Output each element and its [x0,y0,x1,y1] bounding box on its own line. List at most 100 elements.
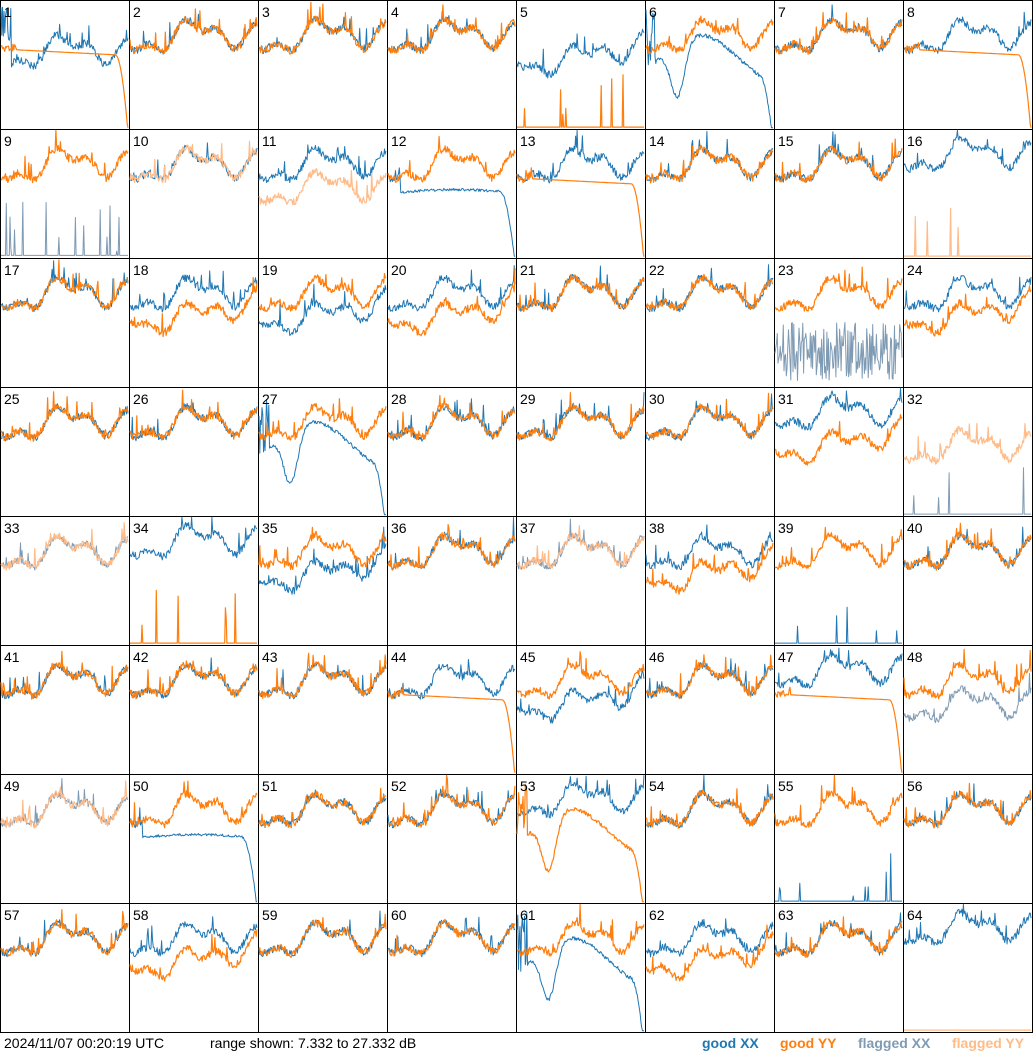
panel-frame [774,0,904,130]
panel-frame [258,774,388,904]
series-yy [516,783,644,903]
panel-2: 2 [129,0,259,130]
range-text: range shown: 7.332 to 27.332 dB [210,1035,417,1051]
series-yy [0,650,129,699]
panel-9: 9 [0,129,130,259]
series-xx [129,916,258,957]
series-xx [775,853,902,902]
panel-frame [129,387,259,517]
panel-label: 56 [907,778,923,794]
series-yy [645,392,774,441]
panel-label: 4 [391,4,399,20]
panel-36: 36 [387,516,517,646]
series-xx [516,28,645,79]
panel-label: 25 [4,391,20,407]
series-yy [774,414,903,466]
panel-frame [387,516,517,646]
panel-51: 51 [258,774,388,904]
panel-label: 52 [391,778,407,794]
series-xx [774,322,903,381]
panel-label: 55 [778,778,794,794]
panel-37: 37 [516,516,646,646]
panel-42: 42 [129,645,259,775]
panel-frame [129,516,259,646]
series-xx [516,911,644,1032]
panel-label: 30 [649,391,665,407]
panel-label: 5 [520,4,528,20]
panel-4: 4 [387,0,517,130]
panel-label: 7 [778,4,786,20]
series-yy [258,168,387,206]
panel-label: 33 [4,520,20,536]
series-yy [0,522,129,571]
series-xx [129,807,257,903]
panel-label: 53 [520,778,536,794]
panel-label: 35 [262,520,278,536]
panel-frame [645,645,775,775]
series-yy [258,652,387,699]
series-yy [0,780,129,829]
panel-29: 29 [516,387,646,517]
panel-label: 42 [133,649,149,665]
panel-15: 15 [774,129,904,259]
panel-label: 23 [778,262,794,278]
series-xx [258,398,386,516]
panel-label: 44 [391,649,407,665]
panel-frame [0,0,130,130]
panel-10: 10 [129,129,259,259]
panel-26: 26 [129,387,259,517]
series-yy [0,909,129,958]
panel-label: 20 [391,262,407,278]
panel-frame [0,645,130,775]
panel-frame [129,0,259,130]
panel-18: 18 [129,258,259,388]
panel-frame [387,387,517,517]
series-xx [387,167,516,258]
series-xx [645,918,774,958]
panel-44: 44 [387,645,517,775]
panel-61: 61 [516,903,646,1033]
series-yy [0,259,129,312]
series-yy [129,929,258,982]
panel-23: 23 [774,258,904,388]
series-yy [129,660,258,700]
panel-32: 32 [903,387,1033,517]
panel-40: 40 [903,516,1033,646]
panel-label: 26 [133,391,149,407]
series-yy [129,8,258,55]
panel-frame [0,387,130,517]
panel-46: 46 [645,645,775,775]
panel-frame [516,258,646,388]
series-yy [645,654,774,699]
series-yy [387,774,516,828]
series-yy [130,589,257,644]
panel-label: 43 [262,649,278,665]
series-yy [774,526,903,571]
panel-38: 38 [645,516,775,646]
panel-frame [903,387,1033,517]
panel-frame [903,129,1033,259]
panel-label: 34 [133,520,149,536]
panel-label: 59 [262,907,278,923]
series-yy [904,207,1031,257]
panel-label: 63 [778,907,794,923]
panel-7: 7 [774,0,904,130]
series-yy [903,522,1032,571]
series-xx [258,283,387,336]
panel-frame [0,516,130,646]
panel-label: 28 [391,391,407,407]
series-yy [0,43,129,128]
panel-label: 37 [520,520,536,536]
series-yy [774,12,903,55]
panel-label: 8 [907,4,915,20]
series-yy [516,651,645,700]
panel-28: 28 [387,387,517,517]
panel-frame [903,258,1033,388]
panel-label: 49 [4,778,20,794]
series-yy [387,686,516,773]
series-yy [645,273,774,312]
panel-16: 16 [903,129,1033,259]
series-yy [903,42,1032,128]
series-yy [258,787,387,829]
panel-label: 45 [520,649,536,665]
